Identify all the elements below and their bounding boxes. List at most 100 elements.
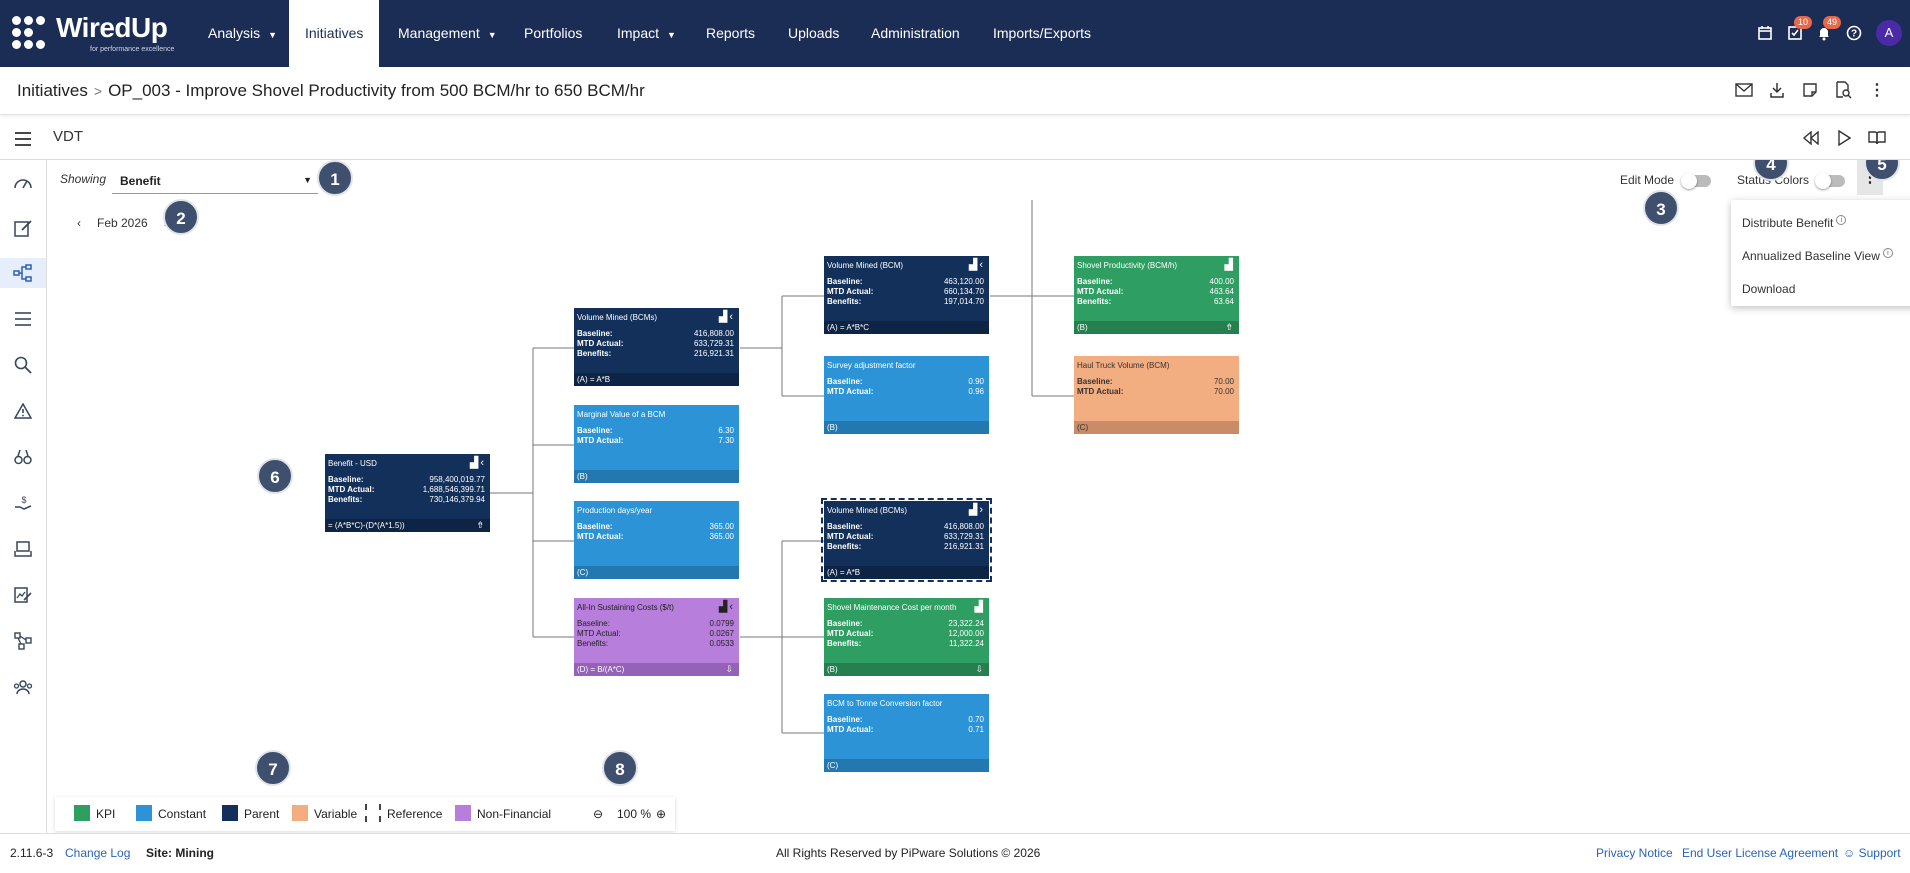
nav-analysis[interactable]: Analysis ▼: [192, 0, 293, 67]
node-survey-adjustment[interactable]: Survey adjustment factor Baseline: 0.90 M…: [824, 356, 989, 434]
chart-collapse-icon[interactable]: ▟‹: [469, 457, 486, 469]
download-icon[interactable]: [1766, 79, 1788, 101]
more-vertical-icon[interactable]: ⋮: [1869, 82, 1885, 99]
wiredup-logo[interactable]: WiredUp for performance excellence: [10, 12, 185, 56]
list-icon[interactable]: [8, 304, 38, 334]
dashboard-gauge-icon[interactable]: [8, 167, 38, 197]
chart-collapse-icon[interactable]: ▟‹: [968, 259, 985, 271]
sticky-note-icon[interactable]: [1799, 79, 1821, 101]
nav-impact[interactable]: Impact ▼: [601, 0, 692, 67]
chart-expand-icon[interactable]: ▟›: [968, 504, 985, 516]
top-navbar: WiredUp for performance excellence Analy…: [0, 0, 1910, 67]
menu-annualized-baseline[interactable]: Annualized Baseline View i: [1742, 248, 1893, 263]
document-search-icon[interactable]: [1832, 79, 1854, 101]
node-marginal-value[interactable]: Marginal Value of a BCM Baseline: 6.30 MT…: [574, 405, 739, 483]
node-volume-mined-bcms-reference[interactable]: Volume Mined (BCMs) ▟› Baseline: 416,808.…: [821, 498, 992, 582]
value-driver-tree-icon[interactable]: [0, 258, 46, 288]
chart-collapse-icon[interactable]: ▟‹: [718, 311, 735, 323]
nav-reports[interactable]: Reports: [690, 0, 771, 67]
legend-label: Constant: [158, 807, 207, 821]
rewind-icon[interactable]: [1800, 127, 1822, 149]
scenario-icon[interactable]: ⇮: [476, 520, 484, 530]
node-bcm-tonne-conversion[interactable]: BCM to Tonne Conversion factor Baseline:…: [824, 694, 989, 772]
mtd-value: 7.30: [718, 436, 734, 445]
app-version: 2.11.6-3: [10, 846, 54, 860]
benefits-value: 216,921.31: [943, 542, 984, 551]
hand-money-icon[interactable]: $: [8, 488, 38, 518]
chevron-down-icon: ▼: [268, 30, 278, 40]
warning-icon[interactable]: [8, 396, 38, 426]
inbox-stack-icon[interactable]: [8, 534, 38, 564]
node-shovel-maintenance-cost[interactable]: Shovel Maintenance Cost per month ▟ Base…: [824, 598, 989, 676]
scenario-down-icon[interactable]: ⇩: [975, 664, 983, 674]
node-title: BCM to Tonne Conversion factor: [827, 699, 943, 708]
node-title: Haul Truck Volume (BCM): [1077, 361, 1170, 370]
baseline-label: Baseline:: [577, 522, 613, 531]
zoom-out-icon[interactable]: ⊖: [593, 807, 604, 821]
node-title: Shovel Productivity (BCM/h): [1077, 261, 1178, 270]
vdt-canvas[interactable]: Showing Benefit ▼ ‹Feb 2026› Edit Mode S…: [47, 160, 1910, 833]
breadcrumb-root[interactable]: Initiatives: [17, 81, 88, 100]
menu-download[interactable]: Download: [1742, 282, 1796, 296]
node-benefit-usd[interactable]: Benefit - USD ▟‹ Baseline: 958,400,019.77…: [325, 454, 490, 532]
nav-analysis-label: Analysis: [208, 25, 261, 41]
report-edit-icon[interactable]: [8, 580, 38, 610]
email-icon[interactable]: [1733, 79, 1755, 101]
mtd-label: MTD Actual:: [577, 436, 624, 445]
chart-collapse-icon[interactable]: ▟‹: [718, 601, 735, 613]
eula-link[interactable]: End User License Agreement: [1682, 846, 1839, 860]
binoculars-icon[interactable]: [8, 442, 38, 472]
search-analysis-icon[interactable]: [8, 350, 38, 380]
node-all-in-sustaining-costs[interactable]: All-In Sustaining Costs ($/t) ▟‹ Baselin…: [574, 598, 739, 676]
mtd-label: MTD Actual:: [577, 629, 621, 638]
privacy-notice-link[interactable]: Privacy Notice: [1596, 846, 1673, 860]
bell-icon[interactable]: 49: [1813, 16, 1842, 44]
chart-icon[interactable]: ▟: [1224, 259, 1235, 271]
baseline-value: 958,400,019.77: [429, 475, 485, 484]
node-formula: (B): [827, 665, 838, 674]
legend-parent: Parent: [222, 805, 279, 822]
edit-mode-toggle[interactable]: [1681, 173, 1711, 189]
breadcrumb: Initiatives > OP_003 - Improve Shovel Prod…: [17, 81, 645, 101]
mtd-value: 365.00: [709, 532, 734, 541]
edit-form-icon[interactable]: [8, 213, 38, 243]
baseline-value: 416,808.00: [693, 329, 734, 338]
menu-distribute-benefit[interactable]: Distribute Benefit i: [1742, 215, 1847, 230]
node-values: Baseline: 416,808.00 MTD Actual: 633,729.3…: [827, 522, 984, 552]
users-group-icon[interactable]: [8, 672, 38, 702]
change-log-link[interactable]: Change Log: [65, 846, 131, 860]
node-volume-mined-bcm[interactable]: Volume Mined (BCM) ▟‹ Baseline: 463,120.0…: [824, 256, 989, 334]
node-haul-truck-volume[interactable]: Haul Truck Volume (BCM) Baseline: 70.00 M…: [1074, 356, 1239, 434]
callout-8: 8: [602, 750, 638, 786]
scenario-down-icon[interactable]: ⇩: [725, 664, 733, 674]
nav-management[interactable]: Management ▼: [382, 0, 513, 67]
node-shovel-productivity[interactable]: Shovel Productivity (BCM/h) ▟ Baseline: 4…: [1074, 256, 1239, 334]
node-formula: (C): [827, 761, 839, 770]
nav-imports-exports[interactable]: Imports/Exports: [977, 0, 1107, 67]
book-icon[interactable]: [1866, 127, 1888, 149]
tasks-icon[interactable]: 10: [1784, 16, 1813, 44]
workflow-icon[interactable]: [8, 626, 38, 656]
chart-icon[interactable]: ▟: [974, 601, 985, 613]
nav-administration[interactable]: Administration: [855, 0, 976, 67]
support-link[interactable]: ☺ Support: [1843, 846, 1901, 860]
user-avatar[interactable]: A: [1876, 20, 1902, 46]
node-values: Baseline: 416,808.00 MTD Actual: 633,729.3…: [577, 329, 734, 359]
node-production-days[interactable]: Production days/year Baseline: 365.00 MTD…: [574, 501, 739, 579]
play-icon[interactable]: [1833, 127, 1855, 149]
nav-uploads[interactable]: Uploads: [772, 0, 855, 67]
chevron-down-icon: ▼: [487, 30, 497, 40]
nav-initiatives[interactable]: Initiatives: [289, 0, 380, 67]
node-volume-mined-bcms[interactable]: Volume Mined (BCMs) ▟‹ Baseline: 416,808.…: [574, 308, 739, 386]
scenario-icon[interactable]: ⇮: [1225, 322, 1233, 332]
nav-portfolios[interactable]: Portfolios: [508, 0, 598, 67]
hamburger-menu-icon[interactable]: [12, 128, 34, 150]
notifications-badge: 49: [1823, 16, 1842, 29]
calendar-icon[interactable]: [1754, 22, 1776, 44]
showing-select[interactable]: Benefit ▼: [112, 167, 318, 194]
legend-swatch: [74, 805, 90, 822]
help-icon[interactable]: ?: [1843, 22, 1865, 44]
zoom-in-icon[interactable]: ⊕: [656, 807, 667, 821]
status-colors-toggle[interactable]: [1815, 173, 1845, 189]
prev-month-chevron-icon[interactable]: ‹: [77, 216, 81, 230]
